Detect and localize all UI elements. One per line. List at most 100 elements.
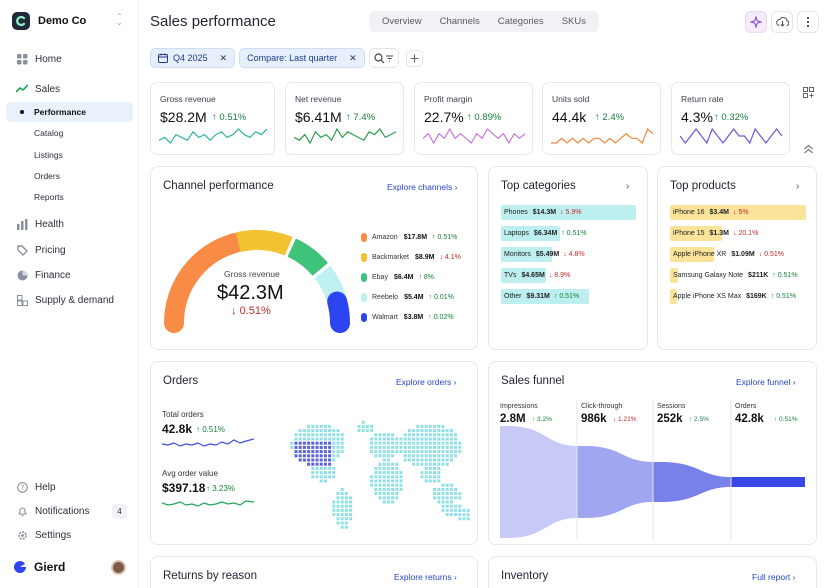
collapse-up-icon[interactable] [803, 141, 814, 159]
tab-overview[interactable]: Overview [382, 16, 422, 27]
remove-period-filter-icon[interactable]: ✕ [219, 52, 228, 63]
gauge-segment-ebay[interactable] [287, 238, 328, 277]
legend-item-backmarket[interactable]: Backmarket $8.9M ↓ 4.1% [361, 253, 461, 262]
bar-row[interactable]: TVs $4.65M ↓ 8.9% [501, 268, 636, 283]
period-filter-chip[interactable]: Q4 2025 ✕ [150, 48, 236, 68]
download-button[interactable] [771, 11, 793, 33]
map-dot [311, 462, 315, 466]
chevron-right-icon[interactable]: › [626, 181, 630, 192]
map-dot [433, 462, 437, 466]
sidebar-item-supply-demand[interactable]: Supply & demand [6, 290, 133, 310]
sidebar-subitem-reports[interactable]: Reports [6, 187, 133, 207]
sales-funnel-chart: Impressions 2.8M ↑ 3.2% Click-through 986k ↓ … [500, 400, 805, 540]
bar-row[interactable]: Phones $14.3M ↓ 5.9% [501, 205, 636, 220]
legend-item-reebelo[interactable]: Reebelo $5.4M ↑ 0.01% [361, 293, 454, 302]
bar-delta: ↑ 0.51% [553, 293, 580, 300]
footer-brand: Gierd [12, 559, 65, 575]
bar-row[interactable]: Laptops $6.34M ↑ 0.51% [501, 226, 636, 241]
map-dot [458, 508, 462, 512]
funnel-stage-label: Click-through [581, 403, 622, 410]
map-dot [386, 487, 390, 491]
sidebar-subitem-catalog[interactable]: Catalog [6, 123, 133, 143]
sidebar-item-finance[interactable]: Finance [6, 265, 133, 285]
explore-returns-link[interactable]: Explore returns › [394, 572, 457, 582]
map-dot [433, 487, 437, 491]
map-dot [391, 487, 395, 491]
kpi-card-return-rate[interactable]: Return rate 4.3% ↑ 0.32% [671, 82, 790, 155]
tab-channels[interactable]: Channels [439, 16, 480, 27]
kpi-card-profit-margin[interactable]: Profit margin 22.7% ↑ 0.89% [414, 82, 533, 155]
tab-skus[interactable]: SKUs [561, 16, 586, 27]
sidebar-item-help[interactable]: ? Help [6, 477, 133, 497]
remove-compare-filter-icon[interactable]: ✕ [349, 52, 357, 63]
map-dot [403, 433, 407, 437]
legend-delta: ↑ 0.51% [432, 234, 458, 241]
bar-value: $3.4M [709, 209, 729, 216]
gauge-segment-amazon[interactable] [164, 232, 245, 333]
map-dot [462, 517, 466, 521]
legend-item-amazon[interactable]: Amazon $17.8M ↑ 0.51% [361, 233, 457, 242]
compare-filter-chip[interactable]: Compare: Last quarter ✕ [239, 48, 365, 68]
full-report-link[interactable]: Full report › [752, 572, 795, 582]
sidebar-item-notifications[interactable]: Notifications 4 [6, 501, 133, 521]
funnel-segment[interactable] [653, 462, 731, 502]
workspace-switcher[interactable]: Demo Co [12, 12, 86, 30]
map-dot [382, 483, 386, 487]
map-dot [391, 496, 395, 500]
map-dot [332, 429, 336, 433]
kpi-card-gross-revenue[interactable]: Gross revenue $28.2M ↑ 0.51% [150, 82, 275, 155]
map-dot [382, 500, 386, 504]
chevron-updown-icon[interactable]: ⌃ ⌄ [116, 12, 123, 27]
map-dot [386, 479, 390, 483]
kpi-card-net-revenue[interactable]: Net revenue $6.41M ↑ 7.4% [285, 82, 404, 155]
tab-categories[interactable]: Categories [497, 16, 544, 27]
map-dot [370, 424, 374, 428]
map-dot [441, 433, 445, 437]
sidebar-item-sales[interactable]: Sales [6, 79, 133, 99]
add-filter-button[interactable] [405, 49, 423, 67]
grid-add-icon[interactable] [803, 85, 814, 103]
funnel-segment[interactable] [577, 446, 653, 518]
bar-row[interactable]: Other $9.31M ↑ 0.51% [501, 289, 636, 304]
avatar[interactable] [111, 560, 126, 575]
explore-channels-link[interactable]: Explore channels › [387, 182, 457, 192]
map-dot [454, 487, 458, 491]
legend-item-ebay[interactable]: Ebay $6.4M ↑ 8% [361, 273, 434, 282]
explore-funnel-link[interactable]: Explore funnel › [736, 377, 796, 387]
sidebar-item-health[interactable]: Health [6, 214, 133, 234]
map-dot [454, 445, 458, 449]
sidebar-subitem-performance[interactable]: Performance [6, 102, 133, 122]
funnel-segment[interactable] [500, 426, 577, 538]
map-dot [319, 437, 323, 441]
gauge-segment-backmarket[interactable] [235, 230, 293, 256]
bar-row[interactable]: Apple iPhone XS Max $169K ↑ 0.51% [670, 289, 806, 304]
map-dot [458, 441, 462, 445]
search-filter-button[interactable] [368, 48, 399, 68]
bar-row[interactable]: Apple iPhone XR $1.09M ↓ 0.51% [670, 247, 806, 262]
bar-label: TVs [504, 272, 517, 279]
bar-row[interactable]: iPhone 15 $1.3M ↓ 20.1% [670, 226, 806, 241]
explore-orders-link[interactable]: Explore orders › [396, 377, 457, 387]
chevron-right-icon[interactable]: › [796, 181, 800, 192]
map-dot [315, 424, 319, 428]
compare-filter-label: Compare: Last quarter [247, 53, 338, 63]
map-dot [395, 487, 399, 491]
kpi-card-units-sold[interactable]: Units sold 44.4k ↑ 2.4% [542, 82, 661, 155]
ai-sparkle-button[interactable] [745, 11, 767, 33]
map-dot [315, 475, 319, 479]
more-options-button[interactable] [797, 11, 819, 33]
legend-item-walmart[interactable]: Walmart $3.8M ↑ 0.02% [361, 313, 454, 322]
map-dot [315, 471, 319, 475]
map-dot [378, 471, 382, 475]
bar-row[interactable]: Monitors $5.49M ↓ 4.8% [501, 247, 636, 262]
bar-row[interactable]: iPhone 16 $3.4M ↓ 5% [670, 205, 806, 220]
bar-row[interactable]: Samsung Galaxy Note $211K ↑ 0.51% [670, 268, 806, 283]
sidebar-item-home[interactable]: Home [6, 49, 133, 69]
map-dot [407, 429, 411, 433]
sidebar-subitem-orders[interactable]: Orders [6, 166, 133, 186]
gauge-segment-walmart[interactable] [327, 291, 350, 333]
sidebar-subitem-listings[interactable]: Listings [6, 145, 133, 165]
sidebar-item-settings[interactable]: Settings [6, 525, 133, 545]
funnel-segment[interactable] [731, 477, 805, 487]
sidebar-item-pricing[interactable]: Pricing [6, 240, 133, 260]
